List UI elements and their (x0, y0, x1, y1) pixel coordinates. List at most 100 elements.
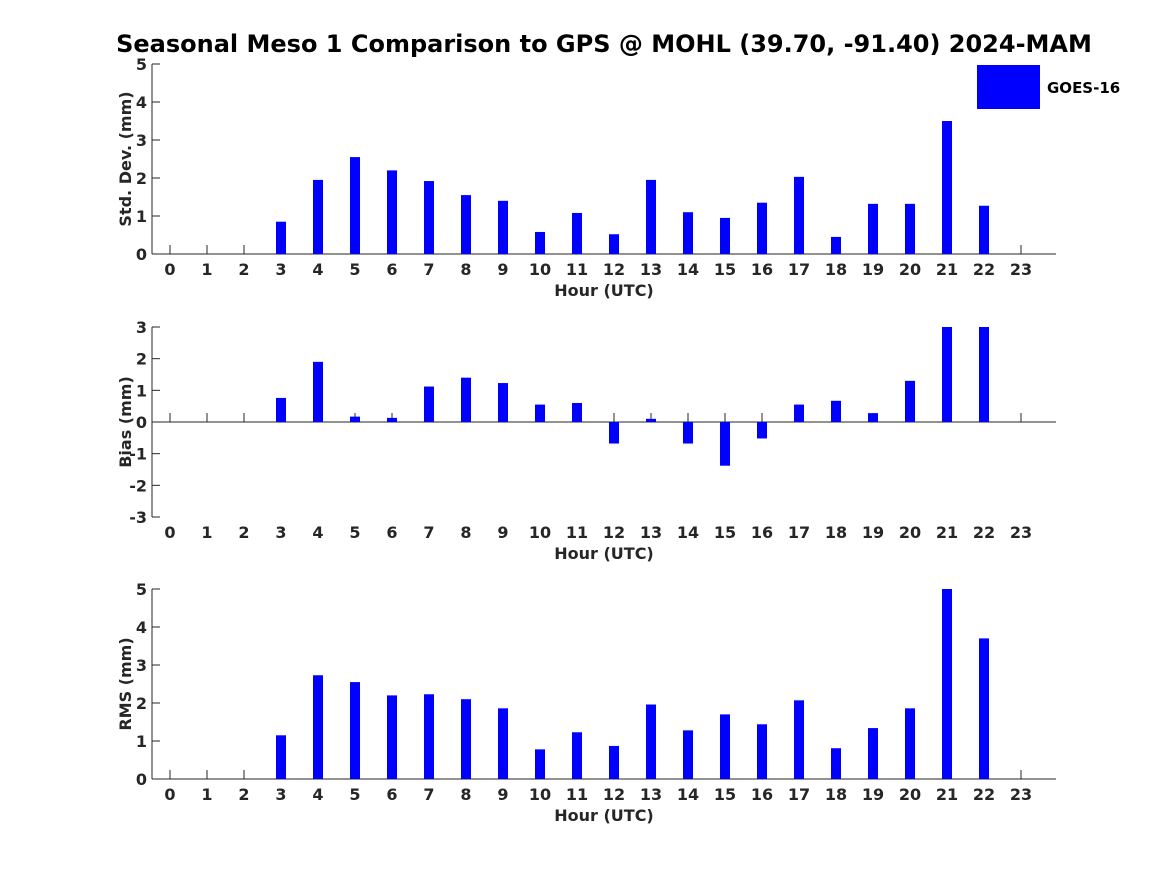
x-tick-label: 4 (312, 785, 323, 804)
x-tick-label: 6 (386, 260, 397, 279)
x-tick-label: 19 (862, 260, 884, 279)
x-tick-label: 13 (640, 260, 662, 279)
y-tick-label: 2 (136, 350, 147, 369)
bar-rms-hour-11 (572, 732, 582, 779)
y-tick-label: 5 (136, 55, 147, 74)
bar-bias-hour-8 (461, 377, 471, 422)
x-tick-label: 17 (788, 785, 810, 804)
x-tick-label: 0 (164, 260, 175, 279)
bar-rms-hour-3 (276, 735, 286, 779)
x-tick-label: 8 (460, 260, 471, 279)
x-tick-label: 14 (677, 785, 699, 804)
x-tick-label: 21 (936, 523, 958, 542)
bar-rms-hour-13 (646, 704, 656, 779)
bar-rms-hour-18 (831, 748, 841, 779)
bar-std-dev-hour-12 (609, 234, 619, 254)
legend: GOES-16 (977, 65, 1120, 109)
x-tick-label: 3 (275, 523, 286, 542)
bar-bias-hour-5 (350, 416, 360, 422)
x-tick-label: 18 (825, 523, 847, 542)
x-tick-label: 16 (751, 785, 773, 804)
bar-std-dev-hour-13 (646, 179, 656, 254)
x-tick-label: 9 (497, 523, 508, 542)
x-tick-label: 13 (640, 523, 662, 542)
x-axis-label: Hour (UTC) (554, 544, 654, 563)
bar-bias-hour-14 (683, 422, 693, 444)
x-tick-label: 6 (386, 523, 397, 542)
bar-rms-hour-7 (424, 694, 434, 779)
x-tick-label: 20 (899, 260, 921, 279)
y-tick-label: -2 (129, 476, 147, 495)
bar-rms-hour-5 (350, 682, 360, 779)
bar-rms-hour-17 (794, 700, 804, 779)
y-tick-label: -1 (129, 445, 147, 464)
bar-bias-hour-15 (720, 422, 730, 466)
y-tick-label: 3 (136, 131, 147, 150)
x-tick-label: 20 (899, 785, 921, 804)
x-tick-label: 23 (1010, 785, 1032, 804)
x-tick-label: 7 (423, 260, 434, 279)
bar-bias-hour-11 (572, 403, 582, 422)
x-tick-label: 15 (714, 523, 736, 542)
x-tick-label: 2 (238, 785, 249, 804)
y-tick-label: 1 (136, 207, 147, 226)
x-tick-label: 23 (1010, 523, 1032, 542)
y-axis-label: Std. Dev. (mm) (116, 91, 135, 226)
x-tick-label: 18 (825, 260, 847, 279)
bar-bias-hour-22 (979, 327, 989, 422)
bar-std-dev-hour-19 (868, 203, 878, 254)
bar-bias-hour-3 (276, 397, 286, 422)
x-tick-label: 11 (566, 523, 588, 542)
bar-bias-hour-20 (905, 380, 915, 422)
bar-bias-hour-12 (609, 422, 619, 444)
bar-std-dev-hour-3 (276, 221, 286, 254)
y-tick-label: 3 (136, 656, 147, 675)
x-tick-label: 7 (423, 785, 434, 804)
bar-rms-hour-10 (535, 749, 545, 779)
x-tick-label: 1 (201, 260, 212, 279)
x-tick-label: 9 (497, 785, 508, 804)
bar-bias-hour-4 (313, 361, 323, 422)
bar-bias-hour-9 (498, 383, 508, 422)
x-tick-label: 22 (973, 260, 995, 279)
x-tick-label: 22 (973, 785, 995, 804)
x-tick-label: 5 (349, 785, 360, 804)
bar-bias-hour-21 (942, 327, 952, 422)
y-tick-label: 1 (136, 381, 147, 400)
bar-rms-hour-16 (757, 724, 767, 779)
bar-std-dev-hour-9 (498, 200, 508, 254)
x-tick-label: 11 (566, 260, 588, 279)
bar-rms-hour-21 (942, 589, 952, 779)
y-tick-label: 3 (136, 318, 147, 337)
y-tick-label: 5 (136, 580, 147, 599)
x-tick-label: 16 (751, 260, 773, 279)
y-tick-label: 2 (136, 169, 147, 188)
legend-label: GOES-16 (1047, 79, 1120, 97)
bar-std-dev-hour-14 (683, 212, 693, 254)
bar-rms-hour-14 (683, 730, 693, 779)
x-tick-label: 21 (936, 260, 958, 279)
x-tick-label: 15 (714, 785, 736, 804)
y-axis-label: Bias (mm) (116, 376, 135, 468)
x-tick-label: 3 (275, 785, 286, 804)
bar-std-dev-hour-21 (942, 121, 952, 254)
y-axis-label: RMS (mm) (116, 637, 135, 730)
x-tick-label: 12 (603, 523, 625, 542)
x-tick-label: 6 (386, 785, 397, 804)
y-tick-label: 1 (136, 732, 147, 751)
bar-std-dev-hour-17 (794, 176, 804, 254)
x-tick-label: 0 (164, 523, 175, 542)
bar-rms-hour-20 (905, 708, 915, 779)
y-tick-label: 4 (136, 93, 147, 112)
x-tick-label: 20 (899, 523, 921, 542)
x-tick-label: 1 (201, 523, 212, 542)
x-tick-label: 18 (825, 785, 847, 804)
bar-bias-hour-16 (757, 422, 767, 439)
bar-std-dev-hour-7 (424, 181, 434, 254)
x-tick-label: 5 (349, 523, 360, 542)
bar-rms-hour-22 (979, 638, 989, 779)
bar-std-dev-hour-16 (757, 202, 767, 254)
